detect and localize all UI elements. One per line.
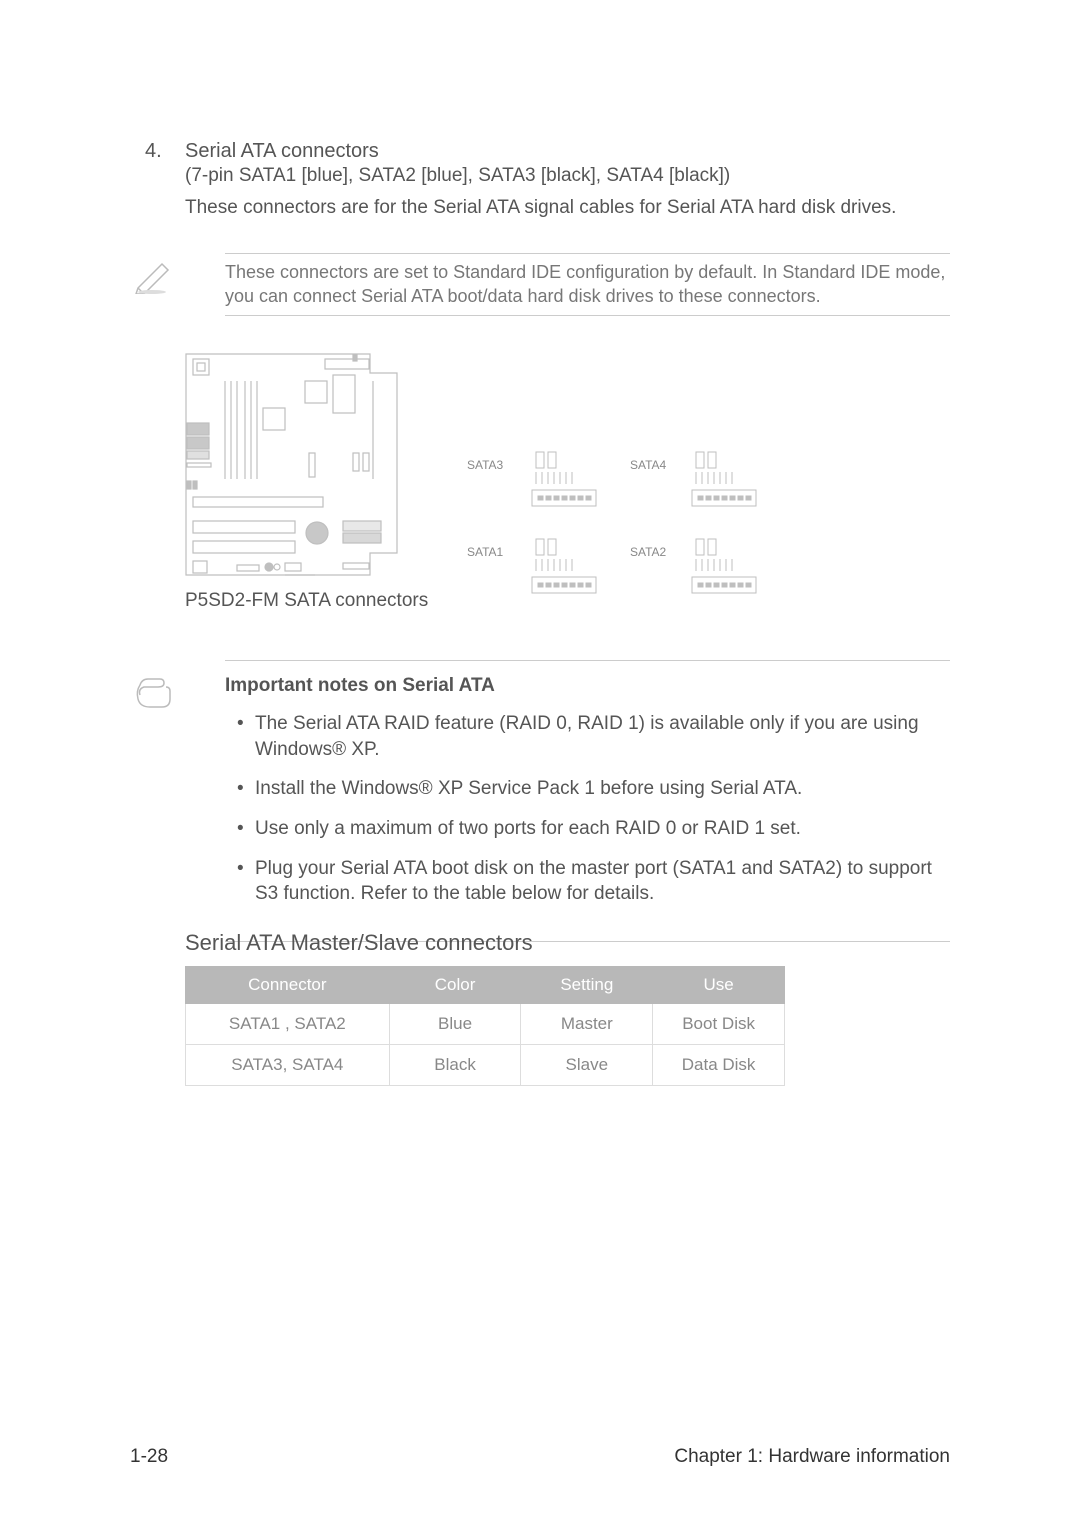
page-footer: 1-28 Chapter 1: Hardware information <box>130 1446 950 1468</box>
note-standard-ide: These connectors are set to Standard IDE… <box>225 253 950 316</box>
sata-connector-grid: SATA3 SATA4 SATA1 SATA2 <box>460 450 790 605</box>
pencil-icon <box>134 260 172 294</box>
important-notes-heading: Important notes on Serial ATA <box>225 675 950 697</box>
cell: Master <box>521 1004 653 1045</box>
table-title: Serial ATA Master/Slave connectors <box>185 930 950 956</box>
sata-table: Connector Color Setting Use SATA1 , SATA… <box>185 966 785 1086</box>
hand-point-icon <box>134 675 176 711</box>
col-color: Color <box>389 967 521 1004</box>
col-use: Use <box>653 967 785 1004</box>
sata4-label: SATA4 <box>630 458 666 472</box>
table-row: SATA1 , SATA2 Blue Master Boot Disk <box>186 1004 785 1045</box>
section-subtitle: (7-pin SATA1 [blue], SATA2 [blue], SATA3… <box>185 165 730 187</box>
note-bullet-text: Plug your Serial ATA boot disk on the ma… <box>255 858 932 905</box>
sata3-label: SATA3 <box>467 458 503 472</box>
cell: Data Disk <box>653 1045 785 1086</box>
sata2-diagram <box>690 537 785 592</box>
sata1-label: SATA1 <box>467 545 503 559</box>
sata4-diagram <box>690 450 785 505</box>
table-row: SATA3, SATA4 Black Slave Data Disk <box>186 1045 785 1086</box>
note-bullet: Use only a maximum of two ports for each… <box>225 816 950 842</box>
sata1-diagram <box>530 537 625 592</box>
important-notes-box: Important notes on Serial ATA The Serial… <box>225 660 950 942</box>
note-bullet: Plug your Serial ATA boot disk on the ma… <box>225 856 950 907</box>
note-bullet-text: Install the Windows® XP Service Pack 1 b… <box>255 778 802 799</box>
sata-table-section: Serial ATA Master/Slave connectors Conne… <box>185 930 950 1086</box>
col-connector: Connector <box>186 967 390 1004</box>
diagram-caption: P5SD2-FM SATA connectors <box>185 590 428 612</box>
col-setting: Setting <box>521 967 653 1004</box>
note-bullet-text: The Serial ATA RAID feature (RAID 0, RAI… <box>255 713 919 760</box>
section-number: 4. <box>145 140 162 163</box>
note-bullet: Install the Windows® XP Service Pack 1 b… <box>225 776 950 802</box>
cell: Black <box>389 1045 521 1086</box>
section-description: These connectors are for the Serial ATA … <box>185 195 950 221</box>
chapter-label: Chapter 1: Hardware information <box>674 1446 950 1468</box>
sata3-diagram <box>530 450 625 505</box>
page-number: 1-28 <box>130 1446 168 1468</box>
cell: Blue <box>389 1004 521 1045</box>
note-bullet-text: Use only a maximum of two ports for each… <box>255 818 801 839</box>
motherboard-diagram <box>185 353 400 578</box>
cell: Slave <box>521 1045 653 1086</box>
sata2-label: SATA2 <box>630 545 666 559</box>
section-title: Serial ATA connectors <box>185 140 379 163</box>
note-bullet: The Serial ATA RAID feature (RAID 0, RAI… <box>225 711 950 762</box>
cell: SATA1 , SATA2 <box>186 1004 390 1045</box>
cell: Boot Disk <box>653 1004 785 1045</box>
cell: SATA3, SATA4 <box>186 1045 390 1086</box>
